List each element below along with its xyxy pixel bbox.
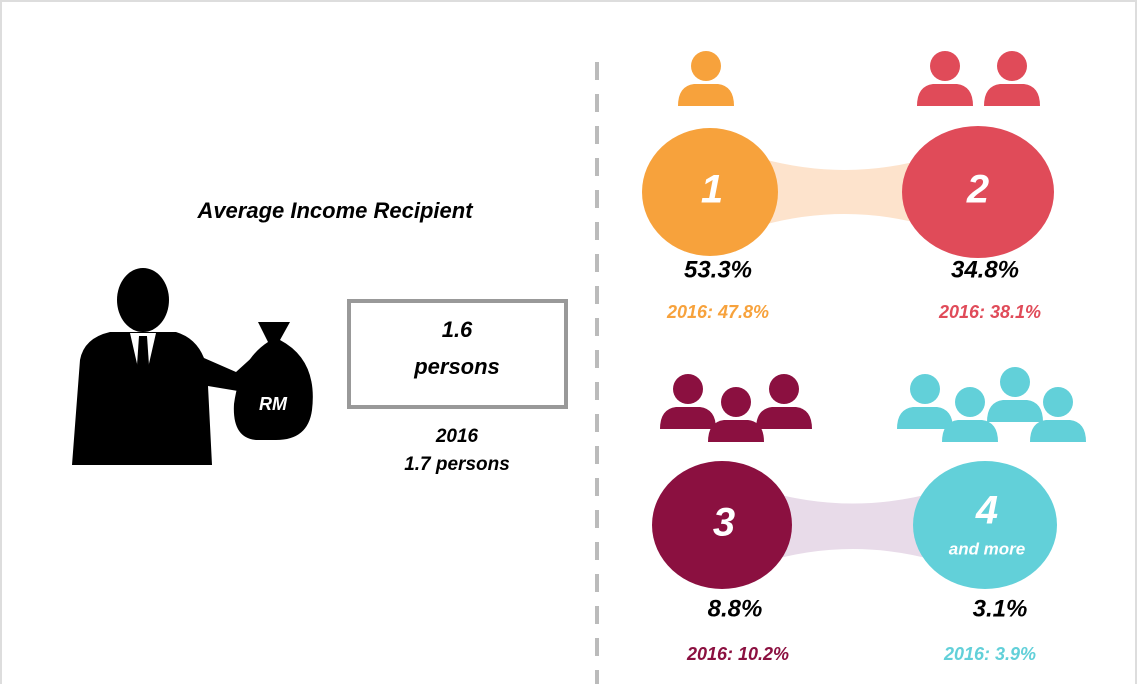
group-share: 8.8% [708,595,763,622]
group-previous: 2016: 3.9% [943,644,1036,664]
title: Average Income Recipient [196,198,474,223]
icon-label: RM [259,394,288,414]
average-box [347,299,568,409]
group-previous: 2016: 38.1% [938,302,1041,322]
group-share: 34.8% [951,256,1019,283]
group-circle [913,461,1057,589]
group-circle [642,128,778,256]
group-sublabel: and more [949,539,1026,558]
average-value: 1.6 [442,317,473,342]
previous-value: 1.7 persons [404,454,510,475]
previous-year: 2016 [435,426,479,447]
group-previous: 2016: 47.8% [666,302,769,322]
group-label: 4 [975,489,998,533]
average-unit: persons [413,354,500,379]
group-previous: 2016: 10.2% [686,644,789,664]
group-label: 1 [701,168,723,212]
group-circle [902,126,1054,258]
group-label: 3 [713,501,735,545]
group-label: 2 [966,168,989,212]
man-icon: RM [72,268,313,465]
group-share: 3.1% [973,595,1028,622]
group-circle [652,461,792,589]
group-share: 53.3% [684,256,752,283]
